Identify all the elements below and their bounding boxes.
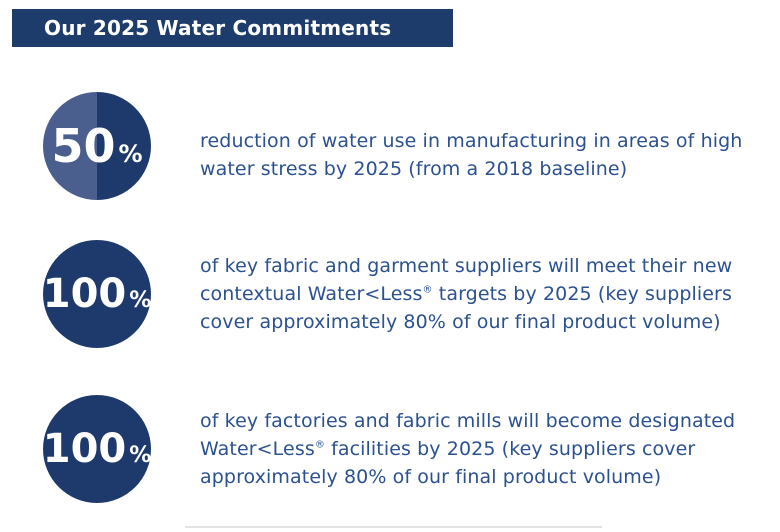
badge-number: 50 bbox=[51, 119, 116, 173]
description-text-continued: targets by 2025 (key suppliers cover app… bbox=[200, 283, 732, 333]
description-text-continued: facilities by 2025 (key suppliers cover … bbox=[200, 438, 696, 488]
badge-number: 100 bbox=[42, 271, 127, 317]
description-text: of key factories and fabric mills will b… bbox=[200, 410, 736, 460]
badge-value: 100 % bbox=[43, 429, 152, 469]
commitment-badge-100-percent-suppliers: 100 % bbox=[43, 240, 151, 348]
commitment-description-3: of key factories and fabric mills will b… bbox=[200, 407, 765, 491]
registered-mark: ® bbox=[314, 439, 325, 451]
commitment-badge-50-percent: 50 % bbox=[43, 92, 151, 200]
description-text: of key fabric and garment suppliers will… bbox=[200, 255, 733, 305]
registered-mark: ® bbox=[422, 284, 433, 296]
percent-sign: % bbox=[118, 140, 143, 168]
percent-sign: % bbox=[129, 288, 152, 313]
percent-sign: % bbox=[129, 443, 152, 468]
badge-value: 100 % bbox=[43, 274, 152, 314]
page-title: Our 2025 Water Commitments bbox=[44, 16, 392, 40]
page-title-bar: Our 2025 Water Commitments bbox=[12, 9, 453, 47]
badge-number: 100 bbox=[42, 426, 127, 472]
bottom-divider bbox=[185, 526, 602, 528]
description-text: reduction of water use in manufacturing … bbox=[200, 130, 743, 180]
commitment-badge-100-percent-factories: 100 % bbox=[43, 395, 151, 503]
commitment-description-1: reduction of water use in manufacturing … bbox=[200, 127, 765, 183]
badge-value: 50 % bbox=[51, 123, 142, 169]
commitment-description-2: of key fabric and garment suppliers will… bbox=[200, 252, 765, 336]
